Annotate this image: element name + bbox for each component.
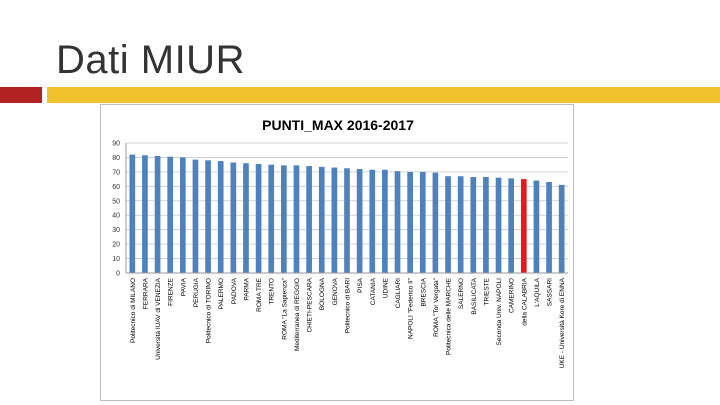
bar [129,154,136,273]
x-tick-label: L'AQUILA [534,277,541,306]
bar [293,165,300,273]
chart-title: PUNTI_MAX 2016-2017 [262,117,414,133]
x-tick-label: FERRARA [142,277,149,309]
bar [508,178,515,273]
chart-container: PUNTI_MAX 2016-2017 0 10 20 30 40 50 60 70 80 90 … [100,104,574,401]
x-tick-label: PADOVA [231,277,238,304]
x-tick-label: Politecnico di TORINO [206,278,213,343]
y-tick-label: 50 [112,198,120,205]
x-tick-label: PISA [357,277,364,292]
slide-title: Dati MIUR [56,38,245,82]
x-tick-label: UKE - Università Kore di ENNA [559,277,566,368]
y-tick-label: 30 [112,227,120,234]
y-tick-label: 0 [116,271,120,278]
bar [230,162,237,273]
y-axis-ticks: 0 10 20 30 40 50 60 70 80 90 [112,141,120,278]
x-tick-label: PERUGIA [193,277,200,307]
x-tick-label: NAPOLI "Federico II" [408,277,415,339]
y-tick-label: 70 [112,169,120,176]
bar [546,182,552,273]
y-tick-label: 90 [112,141,120,148]
bar [154,156,161,273]
bar-highlighted [520,179,527,273]
x-tick-label: CAGLIARI [395,278,402,309]
x-tick-label: CATANIA [370,277,377,305]
bar [205,160,211,273]
y-tick-label: 40 [112,213,120,220]
accent-bar-red [0,87,42,103]
bar [318,166,325,273]
x-tick-label: TRIESTE [483,277,490,305]
x-tick-label: Politecnico di BARI [345,278,352,333]
x-tick-label: BASILICATA [471,277,478,314]
bar [533,180,540,273]
x-tick-label: TRENTO [269,278,276,305]
x-tick-label: PAVIA [180,277,187,296]
bar-chart: PUNTI_MAX 2016-2017 0102030405060708090 … [112,117,568,368]
x-tick-label: PARMA [243,277,250,300]
x-tick-label: Politecnica delle MARCHE [446,277,453,355]
bar [179,157,186,273]
y-tick-label: 10 [112,256,120,263]
x-tick-label: PALERMO [218,278,225,309]
x-tick-label: BOLOGNA [319,277,326,310]
accent-bar-gold [47,87,720,103]
x-tick-label: Seconda Univ. NAPOLI [496,278,503,346]
x-tick-label: SALERNO [458,278,465,309]
bar [445,176,451,273]
bar [356,169,363,273]
bar [243,163,249,273]
x-tick-label: della CALABRIA [521,277,528,325]
x-tick-label: GENOVA [332,277,339,305]
bars [129,154,565,273]
y-tick-label: 80 [112,155,120,162]
bar [457,176,464,273]
bar [558,184,565,273]
x-tick-label: UDINE [382,277,389,298]
bar [432,172,439,273]
bar [281,165,287,273]
x-tick-label: Politecnico di MILANO [130,278,137,343]
bar [394,171,401,273]
bar [407,171,413,273]
x-tick-label: CHIETI-PESCARA [307,277,314,332]
bar [268,164,275,273]
x-tick-label: SASSARI [547,278,554,306]
x-tick-label: ROMA "Tor Vergata" [433,277,440,336]
x-tick-label: ROMA "La Sapienza" [281,277,288,339]
bar [217,161,224,273]
bar [419,171,426,273]
bar [344,168,350,273]
x-tick-label: CAMERINO [509,278,516,313]
bar [167,156,174,273]
x-axis-ticks: Politecnico di MILANO FERRARA Università I… [130,277,566,368]
x-tick-label: Università IUAV di VENEZIA [155,277,162,360]
bar [483,176,489,273]
bar [369,169,376,273]
bar [495,177,502,273]
bar [192,159,199,273]
bar [255,163,262,273]
bar [142,155,148,273]
x-tick-label: Mediterranea di REGGIO [294,278,301,351]
y-tick-label: 20 [112,242,120,249]
x-tick-label: ROMA TRE [256,277,263,311]
bar [382,169,388,273]
x-tick-label: BRESCIA [420,277,427,306]
bar [306,166,312,273]
bar [331,167,338,273]
y-tick-label: 60 [112,184,120,191]
bar [470,176,477,273]
x-tick-label: FIRENZE [168,277,175,305]
